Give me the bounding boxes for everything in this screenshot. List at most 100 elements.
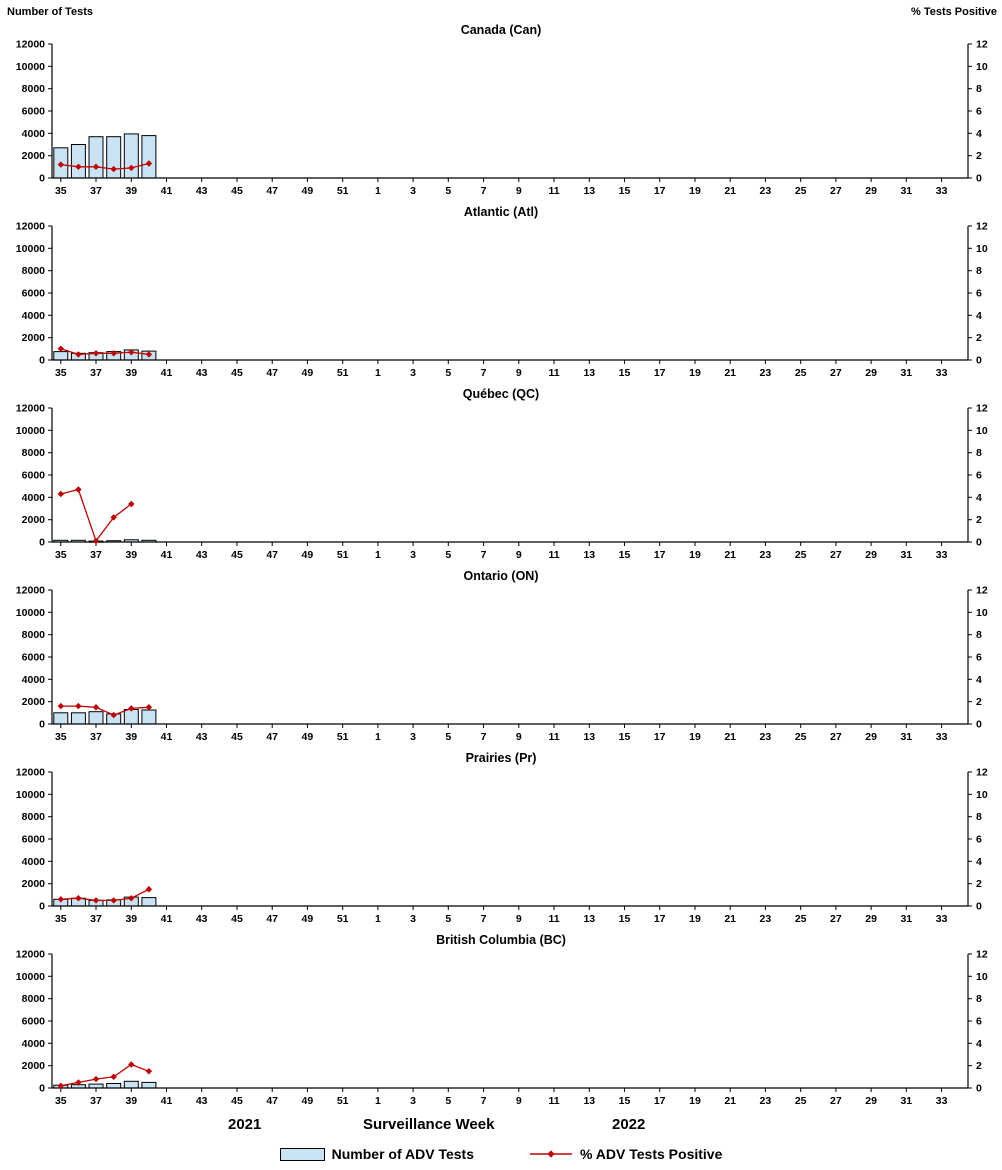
svg-text:13: 13 [583, 913, 595, 925]
svg-text:0: 0 [39, 537, 45, 549]
svg-text:1: 1 [375, 1095, 381, 1107]
svg-text:33: 33 [936, 185, 948, 197]
legend-line-label: % ADV Tests Positive [579, 1146, 723, 1162]
svg-text:6: 6 [976, 470, 982, 482]
svg-text:13: 13 [583, 185, 595, 197]
svg-text:6: 6 [976, 652, 982, 664]
svg-text:7: 7 [481, 549, 487, 561]
panel-chart-svg: 0 2000 4000 6000 8000 10000 12000 0 2 4 6 8 10 12 35 37… [0, 220, 1002, 386]
svg-text:19: 19 [689, 731, 701, 743]
svg-text:10000: 10000 [16, 425, 45, 437]
svg-text:13: 13 [583, 731, 595, 743]
svg-text:2000: 2000 [22, 1060, 46, 1072]
panel-chart-svg: 0 2000 4000 6000 8000 10000 12000 0 2 4 6 8 10 12 35 37… [0, 402, 1002, 568]
svg-text:41: 41 [161, 185, 173, 197]
svg-text:19: 19 [689, 1095, 701, 1107]
svg-text:27: 27 [830, 549, 842, 561]
svg-text:7: 7 [481, 1095, 487, 1107]
legend-item-tests: Number of ADV Tests [279, 1146, 474, 1162]
svg-text:1: 1 [375, 367, 381, 379]
svg-text:0: 0 [39, 719, 45, 731]
svg-text:1: 1 [375, 731, 381, 743]
svg-text:10: 10 [976, 425, 988, 437]
svg-text:9: 9 [516, 367, 522, 379]
svg-text:8: 8 [976, 629, 982, 641]
svg-text:23: 23 [760, 549, 772, 561]
svg-text:51: 51 [337, 367, 349, 379]
svg-text:6: 6 [976, 106, 982, 118]
x-axis-title: Surveillance Week [363, 1116, 495, 1133]
svg-text:10000: 10000 [16, 243, 45, 255]
legend-bars-label: Number of ADV Tests [331, 1146, 474, 1162]
svg-text:12: 12 [976, 403, 988, 415]
svg-text:0: 0 [976, 1083, 982, 1095]
svg-text:17: 17 [654, 731, 666, 743]
svg-text:5: 5 [445, 913, 451, 925]
svg-text:41: 41 [161, 549, 173, 561]
svg-text:39: 39 [125, 549, 137, 561]
svg-text:9: 9 [516, 913, 522, 925]
svg-text:49: 49 [302, 731, 314, 743]
region-panel: British Columbia (BC) 0 2000 4000 6000 8000 1… [0, 932, 1002, 1114]
year-label-2022: 2022 [612, 1116, 646, 1133]
svg-text:39: 39 [125, 185, 137, 197]
svg-text:51: 51 [337, 731, 349, 743]
svg-text:4: 4 [976, 674, 982, 686]
svg-text:19: 19 [689, 913, 701, 925]
panel-title: Ontario (ON) [463, 569, 539, 583]
svg-text:12000: 12000 [16, 221, 45, 233]
svg-text:2000: 2000 [22, 696, 46, 708]
svg-text:25: 25 [795, 367, 807, 379]
panel-chart-svg: 0 2000 4000 6000 8000 10000 12000 0 2 4 6 8 10 12 35 37… [0, 766, 1002, 932]
svg-text:29: 29 [865, 731, 877, 743]
svg-text:3: 3 [410, 913, 416, 925]
svg-text:33: 33 [936, 913, 948, 925]
svg-text:35: 35 [55, 1095, 67, 1107]
svg-text:49: 49 [302, 913, 314, 925]
svg-text:5: 5 [445, 367, 451, 379]
svg-text:0: 0 [976, 537, 982, 549]
svg-text:49: 49 [302, 549, 314, 561]
svg-text:3: 3 [410, 367, 416, 379]
svg-text:37: 37 [90, 731, 102, 743]
svg-text:4000: 4000 [22, 674, 46, 686]
svg-text:7: 7 [481, 185, 487, 197]
svg-text:0: 0 [39, 901, 45, 913]
svg-text:47: 47 [266, 367, 278, 379]
svg-text:21: 21 [724, 731, 736, 743]
svg-text:6000: 6000 [22, 652, 46, 664]
svg-text:12000: 12000 [16, 767, 45, 779]
svg-text:31: 31 [900, 185, 912, 197]
svg-text:10000: 10000 [16, 61, 45, 73]
svg-text:12000: 12000 [16, 949, 45, 961]
region-panel: Atlantic (Atl) 0 2000 4000 6000 8000 10000 120… [0, 204, 1002, 386]
svg-text:11: 11 [548, 185, 559, 197]
svg-text:11: 11 [548, 549, 559, 561]
svg-text:4: 4 [976, 856, 982, 868]
svg-text:27: 27 [830, 1095, 842, 1107]
svg-text:41: 41 [161, 367, 173, 379]
svg-text:1: 1 [375, 185, 381, 197]
svg-text:29: 29 [865, 549, 877, 561]
svg-text:37: 37 [90, 549, 102, 561]
svg-text:33: 33 [936, 1095, 948, 1107]
x-axis-caption-row: 2021 Surveillance Week 2022 [0, 1114, 1002, 1140]
svg-text:6: 6 [976, 1016, 982, 1028]
svg-text:10000: 10000 [16, 971, 45, 983]
svg-text:25: 25 [795, 1095, 807, 1107]
svg-text:47: 47 [266, 731, 278, 743]
svg-text:43: 43 [196, 1095, 208, 1107]
region-panel: Ontario (ON) 0 2000 4000 6000 8000 10000 12000… [0, 568, 1002, 750]
left-axis-title: Number of Tests [7, 6, 93, 18]
bar-swatch-icon [279, 1147, 325, 1161]
svg-text:9: 9 [516, 185, 522, 197]
svg-text:5: 5 [445, 731, 451, 743]
svg-text:29: 29 [865, 367, 877, 379]
svg-text:0: 0 [976, 901, 982, 913]
svg-text:25: 25 [795, 731, 807, 743]
svg-text:41: 41 [161, 913, 173, 925]
svg-text:23: 23 [760, 1095, 772, 1107]
svg-text:33: 33 [936, 731, 948, 743]
svg-text:6000: 6000 [22, 288, 46, 300]
svg-text:49: 49 [302, 185, 314, 197]
